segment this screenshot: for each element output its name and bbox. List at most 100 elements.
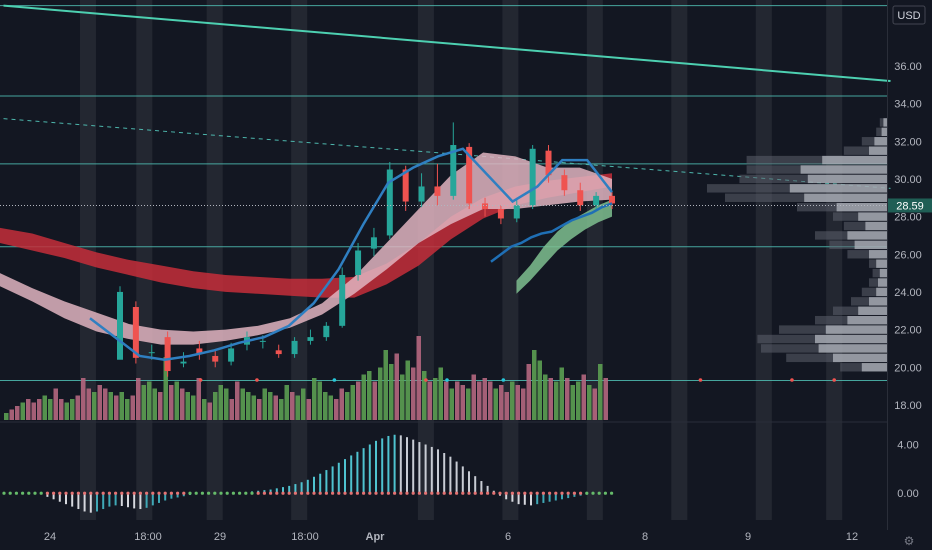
oscillator-dot <box>504 491 508 495</box>
candle[interactable] <box>434 186 441 196</box>
volume-bar <box>504 392 509 420</box>
candle[interactable] <box>593 195 600 206</box>
volume-bar <box>235 381 240 420</box>
candle[interactable] <box>259 340 266 342</box>
oscillator-dot <box>473 491 477 495</box>
candle[interactable] <box>418 186 425 202</box>
oscillator-dot <box>368 491 372 495</box>
chart-settings-button[interactable]: ⚙ <box>888 530 932 550</box>
candle[interactable] <box>513 205 520 219</box>
volume-profile-buy <box>876 287 887 297</box>
candle[interactable] <box>370 237 377 249</box>
volume-bar <box>592 388 597 420</box>
candle[interactable] <box>561 175 568 191</box>
candle[interactable] <box>609 195 615 204</box>
volume-bar <box>147 381 152 420</box>
candle[interactable] <box>212 355 219 362</box>
candle[interactable] <box>386 169 393 236</box>
volume-bar <box>548 378 553 420</box>
volume-bar <box>48 399 53 420</box>
candle[interactable] <box>402 169 409 202</box>
oscillator-dot <box>597 491 601 495</box>
candle[interactable] <box>482 203 489 210</box>
oscillator-dot <box>448 491 452 495</box>
oscillator-dot <box>244 491 248 495</box>
volume-bar <box>119 392 124 420</box>
candle[interactable] <box>148 352 155 354</box>
y-tick-label: 32.00 <box>894 136 922 148</box>
volume-bar <box>422 371 427 420</box>
candle[interactable] <box>307 337 314 341</box>
oscillator-dot <box>585 491 589 495</box>
vwap-band <box>516 199 612 294</box>
volume-bar <box>499 385 504 420</box>
volume-bar <box>301 388 306 420</box>
vwap-band <box>0 173 612 298</box>
candle[interactable] <box>466 146 473 204</box>
oscillator-dot <box>182 491 186 495</box>
oscillator-dot <box>176 491 180 495</box>
oscillator-dot <box>579 491 583 495</box>
oscillator-dot <box>76 491 80 495</box>
candle[interactable] <box>196 348 203 355</box>
candle[interactable] <box>355 250 362 275</box>
candle[interactable] <box>275 350 282 355</box>
candle[interactable] <box>450 145 457 196</box>
candle[interactable] <box>497 209 504 219</box>
candle[interactable] <box>339 274 346 326</box>
candle[interactable] <box>529 148 536 206</box>
volume-bar <box>141 385 146 420</box>
oscillator-dot <box>548 491 552 495</box>
oscillator-dot <box>411 491 415 495</box>
volume-bar <box>158 392 163 420</box>
volume-bar <box>477 381 482 420</box>
volume-bar <box>438 367 443 420</box>
volume-bar <box>81 378 86 420</box>
volume-bar <box>59 399 64 420</box>
volume-bar <box>290 392 295 420</box>
buy-signal-dot <box>501 378 506 382</box>
oscillator-dot <box>256 491 260 495</box>
volume-bar <box>587 385 592 420</box>
candle[interactable] <box>545 150 552 176</box>
volume-bar <box>86 388 91 420</box>
volume-bar <box>207 402 212 420</box>
currency-badge[interactable]: USD <box>892 5 926 25</box>
session-band <box>206 0 223 520</box>
x-tick-label: 18:00 <box>291 531 319 543</box>
vwap-band <box>0 152 612 345</box>
oscillator-dot <box>14 491 18 495</box>
volume-bar <box>185 392 190 420</box>
volume-profile-buy <box>869 146 887 155</box>
volume-bar <box>389 364 394 420</box>
candle[interactable] <box>132 306 139 358</box>
oscillator-dot <box>535 491 539 495</box>
candle[interactable] <box>577 190 584 206</box>
volume-bar <box>108 392 113 420</box>
candle[interactable] <box>180 361 187 364</box>
volume-bar <box>213 392 218 420</box>
oscillator-tick-label: 4.00 <box>897 439 918 451</box>
gear-icon: ⚙ <box>904 534 915 548</box>
x-tick-label: 18:00 <box>134 531 162 543</box>
oscillator-dot <box>479 491 483 495</box>
candle[interactable] <box>291 340 298 355</box>
oscillator-dot <box>436 491 440 495</box>
volume-profile-buy <box>858 306 887 315</box>
oscillator-dot <box>591 491 595 495</box>
volume-bar <box>411 367 416 420</box>
x-tick-label: Apr <box>366 531 386 543</box>
volume-bar <box>306 399 311 420</box>
oscillator-dot <box>492 491 496 495</box>
volume-bar <box>224 388 229 420</box>
volume-profile-row <box>843 146 887 155</box>
candle[interactable] <box>323 325 330 338</box>
volume-bar <box>312 378 317 420</box>
candle[interactable] <box>117 291 123 360</box>
candle[interactable] <box>164 337 171 372</box>
oscillator-dot <box>120 491 124 495</box>
oscillator-dot <box>89 491 93 495</box>
candle[interactable] <box>228 348 235 362</box>
oscillator-dot <box>138 491 142 495</box>
